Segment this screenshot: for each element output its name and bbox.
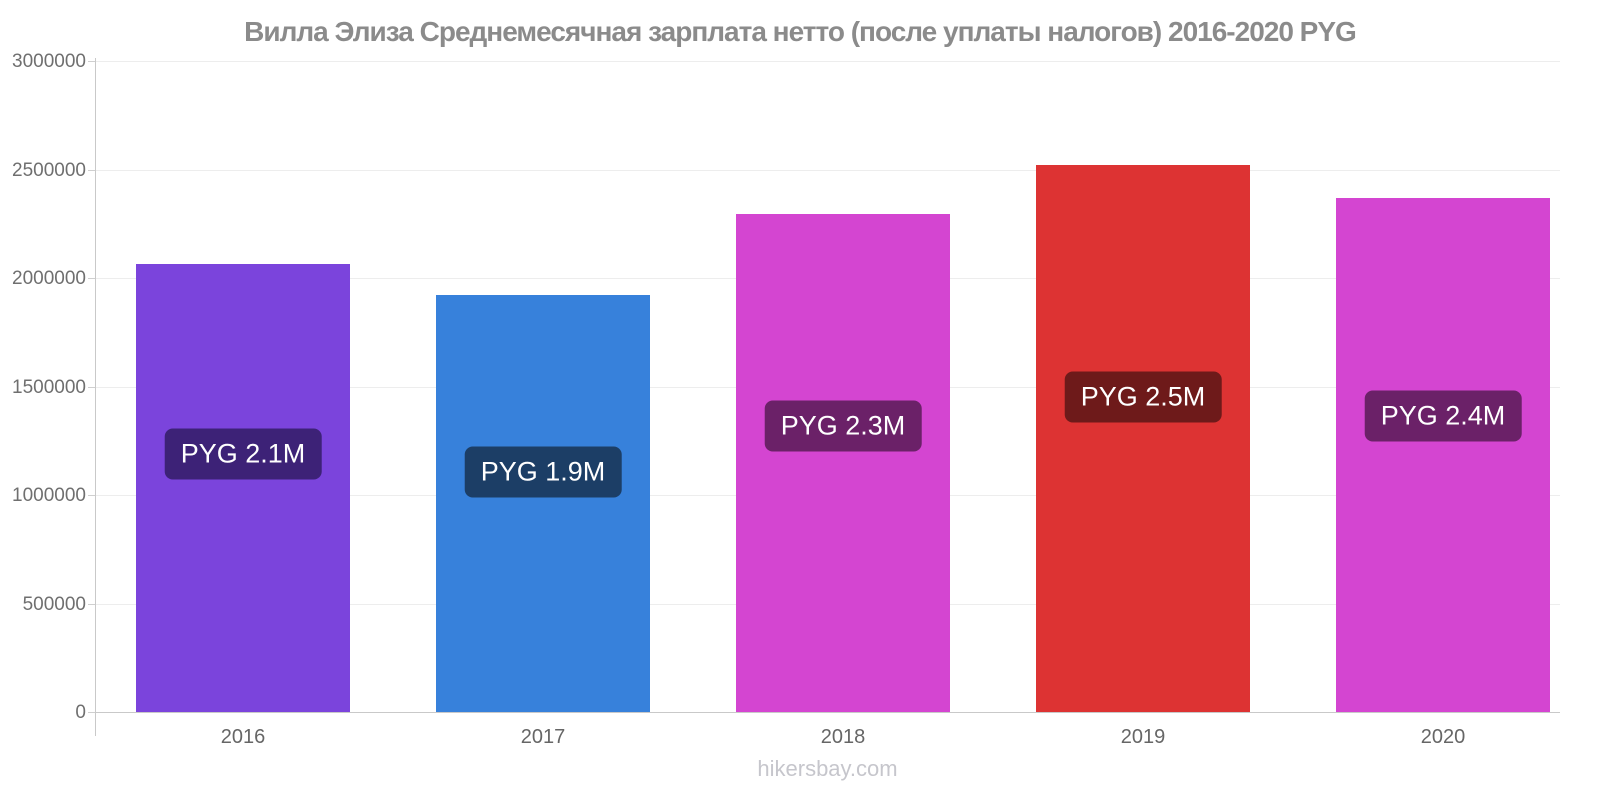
y-axis-tick-label: 1000000: [12, 485, 86, 506]
y-axis-tick: [88, 170, 95, 171]
bar-2017[interactable]: [436, 295, 650, 712]
bar-value-label-2018: PYG 2.3M: [764, 400, 922, 452]
y-axis-tick: [88, 495, 95, 496]
bar-2016[interactable]: [136, 264, 350, 712]
y-axis-tick-label: 3000000: [12, 51, 86, 72]
y-axis-line: [95, 58, 96, 736]
x-axis-label-2017: 2017: [520, 726, 566, 748]
bar-value-label-2017: PYG 1.9M: [464, 446, 622, 498]
x-axis-label-2019: 2019: [1120, 726, 1166, 748]
bar-value-label-2020: PYG 2.4M: [1364, 390, 1522, 442]
bar-value-label-2016: PYG 2.1M: [164, 428, 322, 480]
y-axis-tick-label: 2500000: [12, 160, 86, 181]
x-axis-label-2018: 2018: [820, 726, 866, 748]
y-axis-tick-label: 2000000: [12, 268, 86, 289]
footer-link[interactable]: hikersbay.com: [757, 756, 898, 781]
y-axis-tick: [88, 712, 95, 713]
y-axis-tick-label: 1500000: [12, 377, 86, 398]
x-axis-label-2016: 2016: [220, 726, 266, 748]
gridline: [95, 61, 1560, 62]
y-axis-tick: [88, 387, 95, 388]
bar-2019[interactable]: [1036, 165, 1250, 712]
bar-2018[interactable]: [736, 214, 950, 712]
y-axis-tick-label: 0: [75, 702, 86, 723]
bar-value-label-2019: PYG 2.5M: [1064, 371, 1222, 423]
x-axis-label-2020: 2020: [1420, 726, 1466, 748]
y-axis-tick: [88, 278, 95, 279]
bar-2020[interactable]: [1336, 198, 1550, 712]
x-axis-line: [95, 712, 1560, 713]
y-axis-tick-label: 500000: [22, 594, 86, 615]
chart-title: Вилла Элиза Среднемесячная зарплата нетт…: [244, 16, 1357, 47]
y-axis-tick: [88, 61, 95, 62]
gridline: [95, 170, 1560, 171]
y-axis-tick: [88, 604, 95, 605]
